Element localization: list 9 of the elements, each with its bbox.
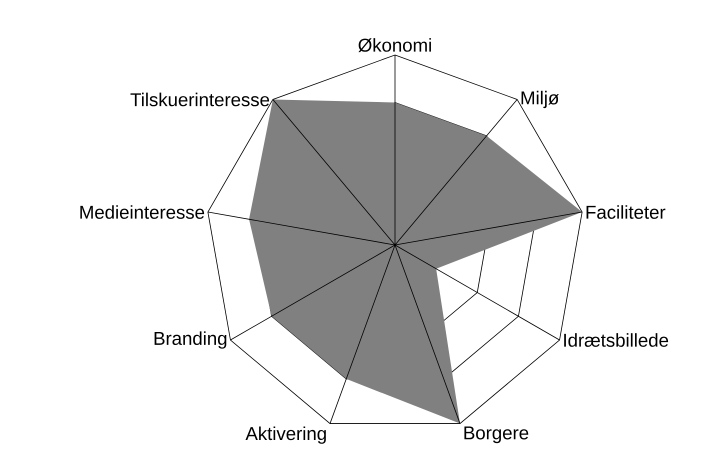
spoke-label: Medieinteresse (80, 205, 204, 219)
spoke-label: Faciliteter (586, 205, 666, 219)
spoke-label: Idrætsbillede (564, 333, 668, 347)
spoke-label: Aktivering (245, 426, 326, 444)
spoke-label: Økonomi (358, 38, 431, 52)
spoke-label: Tilskuerinteresse (130, 92, 270, 106)
spoke-label: Branding (154, 331, 226, 349)
spoke-label: Borgere (464, 426, 528, 444)
spoke-label: Miljø (522, 90, 559, 108)
